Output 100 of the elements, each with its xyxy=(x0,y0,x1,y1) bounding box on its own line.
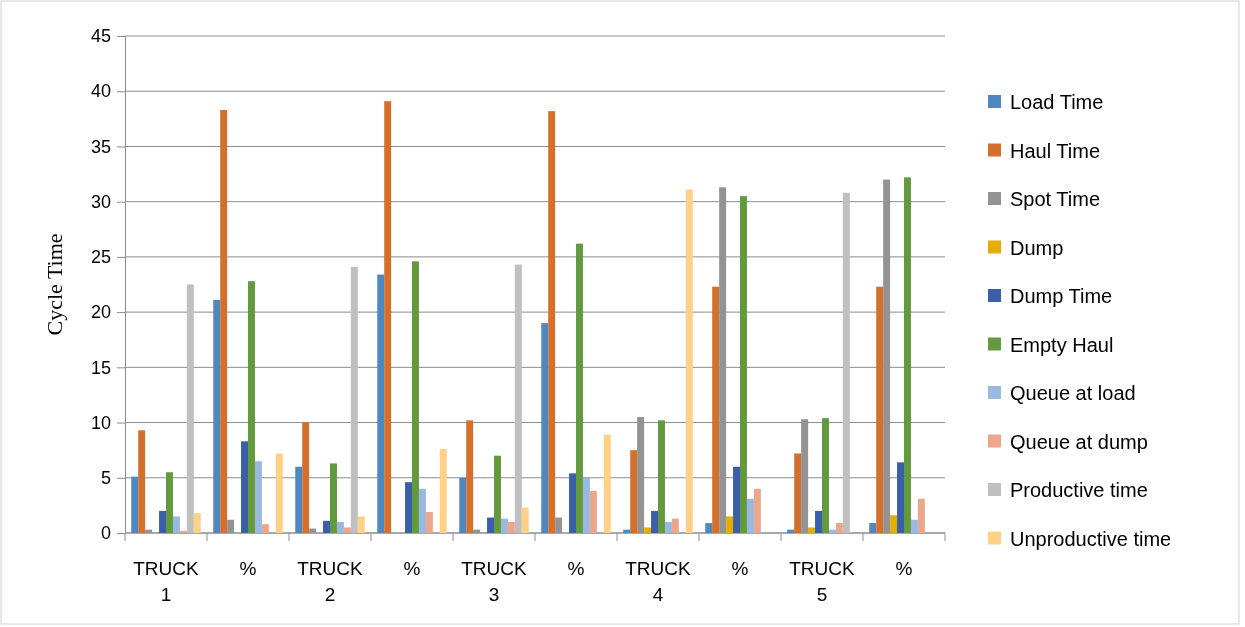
bar xyxy=(904,177,911,533)
legend-label: Haul Time xyxy=(1010,139,1101,162)
bar xyxy=(623,529,631,533)
legend-label: Unproductive time xyxy=(1010,527,1172,550)
bar xyxy=(808,527,816,533)
legend-label: Empty Haul xyxy=(1010,333,1114,356)
y-tick-label: 20 xyxy=(90,302,111,323)
x-tick-label: TRUCK 1 xyxy=(133,558,200,605)
bar xyxy=(794,453,802,533)
bar xyxy=(726,516,734,533)
bar xyxy=(343,527,351,533)
bar xyxy=(897,462,904,533)
y-tick-label: 35 xyxy=(90,136,111,157)
x-tick-label: % xyxy=(895,558,913,579)
bar xyxy=(350,266,358,533)
y-tick-label: 15 xyxy=(90,357,111,378)
bar xyxy=(815,510,822,533)
bar xyxy=(603,434,611,533)
bar xyxy=(357,516,365,533)
bar xyxy=(172,516,180,533)
bar xyxy=(787,529,795,533)
y-tick-label: 5 xyxy=(100,468,111,489)
bar xyxy=(822,418,829,533)
x-tick-label: TRUCK 2 xyxy=(297,558,364,605)
bar xyxy=(241,441,248,533)
bar xyxy=(733,466,740,533)
y-tick-label: 0 xyxy=(100,523,111,544)
x-tick-label: % xyxy=(239,558,257,579)
bar xyxy=(254,461,262,533)
bar xyxy=(336,521,344,533)
legend-label: Queue at dump xyxy=(1010,430,1148,453)
bar xyxy=(487,517,494,533)
bar xyxy=(753,488,761,533)
bar xyxy=(466,420,474,533)
bar xyxy=(576,243,583,533)
bar xyxy=(439,449,447,533)
x-tick-label: % xyxy=(403,558,421,579)
bar xyxy=(548,111,556,533)
bar xyxy=(569,473,576,533)
legend-label: Dump xyxy=(1010,236,1064,259)
bar xyxy=(835,523,843,533)
y-axis-title: Cycle Time xyxy=(42,233,67,336)
bar xyxy=(541,323,549,533)
x-tick-label: % xyxy=(731,558,749,579)
bar xyxy=(876,286,884,533)
bar xyxy=(425,512,433,533)
bar xyxy=(179,530,187,533)
bar xyxy=(412,261,419,533)
bar xyxy=(275,453,283,533)
bar xyxy=(521,507,529,533)
bar xyxy=(705,523,713,533)
bar xyxy=(664,521,672,533)
y-tick-label: 40 xyxy=(90,81,111,102)
bar xyxy=(746,498,754,533)
bar xyxy=(869,523,877,533)
bar xyxy=(138,430,146,533)
bar xyxy=(910,519,918,533)
bar xyxy=(651,510,658,533)
y-tick-label: 45 xyxy=(90,26,111,47)
bar xyxy=(685,189,693,533)
bar xyxy=(377,274,385,533)
bar xyxy=(418,488,426,533)
bar xyxy=(459,477,467,533)
x-tick-label: TRUCK 4 xyxy=(625,558,692,605)
y-tick-label: 25 xyxy=(90,247,111,268)
bar xyxy=(295,466,303,533)
bar xyxy=(890,515,898,533)
bar xyxy=(131,476,139,533)
bar xyxy=(405,482,412,533)
bar xyxy=(159,510,166,533)
y-tick-label: 30 xyxy=(90,191,111,212)
bar xyxy=(917,498,925,533)
bar xyxy=(671,518,679,533)
bar xyxy=(630,450,638,533)
legend-label: Productive time xyxy=(1010,479,1148,501)
bar xyxy=(186,284,194,533)
bar xyxy=(644,527,652,533)
legend-label: Queue at load xyxy=(1010,382,1136,404)
bar xyxy=(740,196,747,533)
bar xyxy=(384,101,392,533)
y-tick-label: 10 xyxy=(90,412,111,433)
bar xyxy=(248,281,255,533)
x-tick-label: % xyxy=(567,558,585,579)
bar xyxy=(220,110,228,533)
legend-label: Dump Time xyxy=(1010,285,1113,307)
bar xyxy=(330,463,337,533)
bar xyxy=(828,529,836,533)
bar xyxy=(166,472,173,533)
bar xyxy=(658,420,665,533)
legend-label: Spot Time xyxy=(1010,188,1101,210)
bar xyxy=(500,518,508,533)
bar xyxy=(261,524,269,533)
bar xyxy=(193,513,201,533)
bar xyxy=(302,422,310,533)
bar xyxy=(514,264,522,533)
bar xyxy=(712,286,720,533)
bar xyxy=(507,521,515,533)
bar xyxy=(589,491,597,533)
bar xyxy=(323,520,330,533)
bar xyxy=(842,192,850,533)
